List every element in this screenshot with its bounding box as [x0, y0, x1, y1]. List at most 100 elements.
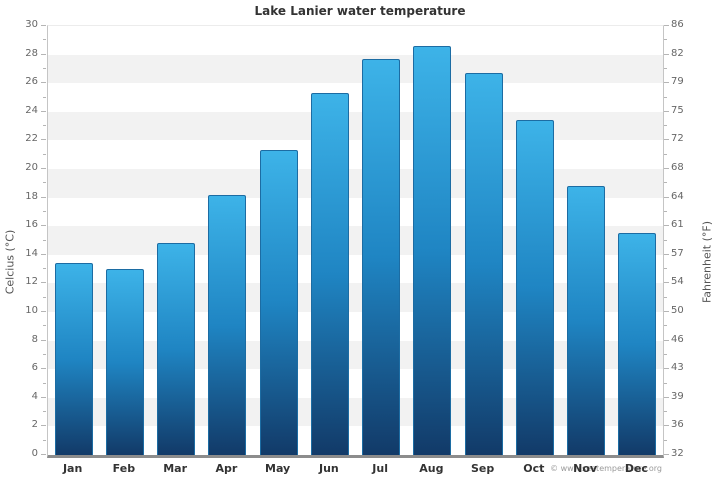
- y-axis-tick: [41, 168, 46, 169]
- y-axis-label-celsius: 18: [25, 190, 38, 202]
- y-axis-label-celsius: 30: [25, 19, 38, 30]
- y-axis-tick: [664, 296, 667, 298]
- y-axis-label-celsius: 8: [31, 333, 38, 345]
- y-axis-tick: [664, 454, 669, 455]
- y-axis-tick: [664, 282, 669, 284]
- y-axis-label-celsius: 10: [25, 305, 38, 316]
- y-axis-label-fahrenheit: 64: [671, 190, 684, 202]
- y-axis-label-fahrenheit: 79: [671, 76, 684, 88]
- y-axis-tick: [664, 182, 667, 184]
- y-axis-tick: [41, 53, 46, 55]
- y-axis-tick: [43, 353, 46, 355]
- y-axis-tick: [43, 125, 46, 127]
- bar-nov: [567, 186, 606, 455]
- y-axis-tick: [664, 439, 667, 441]
- y-axis-label-celsius: 16: [25, 219, 38, 231]
- x-axis-label-sep: Sep: [470, 462, 495, 475]
- grid-band: [48, 226, 663, 255]
- y-axis-tick: [664, 96, 667, 98]
- bar-jan: [54, 263, 93, 455]
- y-axis-tick: [43, 325, 46, 327]
- grid-band: [48, 426, 663, 455]
- y-axis-tick: [664, 125, 667, 127]
- y-axis-tick: [41, 425, 46, 427]
- y-axis-tick: [664, 196, 669, 198]
- grid-band: [48, 283, 663, 312]
- grid-band: [48, 169, 663, 198]
- grid-band: [48, 340, 663, 370]
- y-axis-tick: [41, 139, 46, 141]
- y-axis-tick: [43, 382, 46, 384]
- y-axis-label-fahrenheit: 86: [671, 19, 684, 30]
- y-axis-tick: [664, 110, 669, 112]
- y-axis-label-celsius: 24: [25, 104, 38, 116]
- y-axis-label-fahrenheit: 32: [671, 448, 684, 459]
- y-axis-tick: [43, 96, 46, 98]
- y-axis-label-fahrenheit: 68: [671, 162, 684, 173]
- grid-band: [48, 83, 663, 112]
- bar-sep: [464, 73, 503, 455]
- bar-apr: [208, 194, 247, 455]
- y-axis-tick: [664, 168, 669, 169]
- y-axis-tick: [664, 339, 669, 341]
- bar-oct: [515, 120, 554, 455]
- y-axis-tick: [41, 82, 46, 84]
- x-axis-label-mar: Mar: [163, 462, 188, 475]
- y-axis-tick: [664, 53, 669, 55]
- y-axis-tick: [41, 396, 46, 398]
- x-axis-label-jul: Jul: [372, 462, 388, 475]
- y-axis-tick: [664, 325, 667, 327]
- bar-mar: [157, 243, 196, 455]
- y-axis-tick: [664, 82, 669, 84]
- y-axis-tick: [41, 225, 46, 227]
- y-axis-tick: [664, 39, 667, 41]
- y-axis-label-celsius: 14: [25, 247, 38, 259]
- grid-band: [48, 369, 663, 398]
- grid-band: [48, 254, 663, 284]
- y-axis-tick: [43, 182, 46, 184]
- grid-band: [48, 397, 663, 427]
- y-axis-label-fahrenheit: 54: [671, 276, 684, 288]
- y-axis-tick: [43, 153, 46, 155]
- y-axis-tick: [43, 411, 46, 413]
- y-axis-label-celsius: 20: [25, 162, 38, 173]
- bar-aug: [413, 46, 452, 455]
- y-axis-label-fahrenheit: 72: [671, 133, 684, 145]
- y-axis-tick: [664, 353, 667, 355]
- x-axis-label-dec: Dec: [624, 462, 648, 475]
- y-axis-label-celsius: 22: [25, 133, 38, 145]
- y-axis-tick: [43, 296, 46, 298]
- y-axis-label-celsius: 2: [31, 419, 38, 431]
- grid-band: [48, 111, 663, 141]
- grid-band: [48, 54, 663, 84]
- chart-title: Lake Lanier water temperature: [254, 4, 466, 18]
- y-axis-label-fahrenheit: 46: [671, 333, 684, 345]
- x-axis-label-may: May: [265, 462, 291, 475]
- x-axis-label-aug: Aug: [419, 462, 444, 475]
- y-axis-tick: [41, 253, 46, 255]
- x-axis-label-feb: Feb: [112, 462, 136, 475]
- bar-jun: [310, 93, 349, 455]
- y-axis-tick: [41, 282, 46, 284]
- y-axis-tick: [664, 67, 667, 69]
- y-axis-tick: [664, 225, 669, 227]
- x-axis-label-jun: Jun: [318, 462, 339, 475]
- y-axis-tick: [664, 139, 669, 141]
- y-axis-tick: [41, 25, 46, 26]
- y-axis-label-fahrenheit: 50: [671, 305, 684, 316]
- y-axis-label-celsius: 26: [25, 76, 38, 88]
- plot-area: [47, 25, 664, 458]
- y-axis-label-celsius: 6: [31, 362, 38, 374]
- y-axis-label-fahrenheit: 61: [671, 219, 684, 231]
- y-axis-tick: [41, 339, 46, 341]
- y-axis-tick: [664, 425, 669, 427]
- y-axis-label-celsius: 12: [25, 276, 38, 288]
- y-axis-tick: [664, 210, 667, 212]
- y-axis-label-fahrenheit: 82: [671, 47, 684, 59]
- y-axis-tick: [664, 153, 667, 155]
- y-axis-label-fahrenheit: 36: [671, 419, 684, 431]
- bar-feb: [105, 269, 144, 455]
- y-axis-right-title: Fahrenheit (°F): [700, 220, 714, 304]
- y-axis-tick: [664, 411, 667, 413]
- bar-jul: [362, 58, 401, 455]
